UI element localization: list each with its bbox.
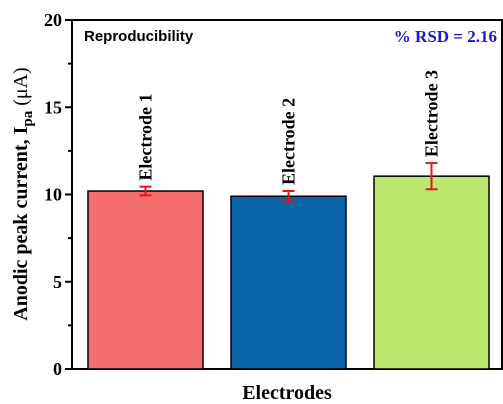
annotation-rsd: % RSD = 2.16: [394, 27, 497, 46]
bars-group: [87, 175, 490, 370]
bar-labels-group: Electrode 1 Electrode 2 Electrode 3: [136, 70, 442, 185]
x-axis-title: Electrodes: [242, 382, 332, 404]
bar-electrode-2: [230, 195, 347, 370]
y-axis-title-unit: (μA): [10, 67, 32, 111]
y-axis-ticks: [65, 19, 72, 370]
bar-label-electrode-1: Electrode 1: [136, 93, 156, 180]
y-axis-tick-labels: 0 5 10 15 20: [44, 10, 62, 379]
y-tick-label-0: 0: [53, 359, 62, 379]
y-tick-label-10: 10: [44, 185, 62, 205]
y-tick-label-15: 15: [44, 97, 62, 117]
y-axis-title-main: Anodic peak current, I: [10, 126, 32, 320]
bar-electrode-3: [373, 175, 490, 370]
bar-electrode-1: [87, 190, 204, 370]
annotation-reproducibility: Reproducibility: [84, 28, 194, 45]
error-bars-group: [139, 162, 438, 203]
y-tick-label-20: 20: [44, 10, 62, 30]
y-axis-title-subscript: pa: [20, 110, 36, 126]
y-axis-title: Anodic peak current, Ipa (μA): [10, 67, 36, 320]
bar-label-electrode-3: Electrode 3: [422, 70, 442, 157]
bar-label-electrode-2: Electrode 2: [279, 98, 299, 185]
y-tick-label-5: 5: [53, 272, 62, 292]
